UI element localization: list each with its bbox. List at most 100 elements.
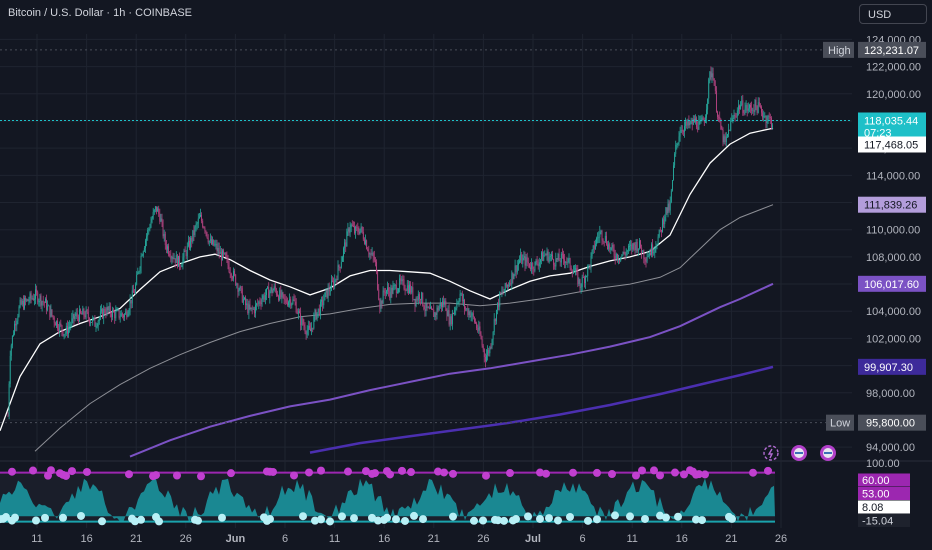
- candle-body: [128, 310, 130, 314]
- ma-price-value: 106,017.60: [864, 279, 919, 291]
- candle-body: [192, 230, 194, 242]
- candle-body: [281, 292, 283, 298]
- candle-body: [680, 130, 682, 133]
- candle-body: [50, 309, 52, 317]
- osc-dot: [692, 515, 700, 524]
- osc-dot: [374, 516, 382, 525]
- candle-body: [81, 313, 83, 315]
- osc-dot: [407, 468, 415, 477]
- candle-body: [475, 322, 476, 324]
- candle-body: [644, 258, 646, 262]
- indicator-badges[interactable]: [763, 445, 836, 461]
- candle-body: [575, 268, 577, 271]
- candle-body: [629, 245, 630, 247]
- candle-body: [684, 126, 685, 132]
- osc-dot: [98, 517, 106, 526]
- candle-body: [61, 325, 63, 331]
- candle-body: [508, 285, 509, 286]
- candle-body: [559, 260, 561, 263]
- osc-dot: [68, 467, 76, 476]
- lightning-icon[interactable]: [763, 445, 779, 461]
- candle-body: [533, 269, 535, 271]
- candle-body: [614, 255, 616, 260]
- time-tick-label: 16: [80, 533, 92, 545]
- candle-body: [174, 258, 176, 263]
- candle-body: [173, 258, 175, 260]
- candle-body: [269, 291, 271, 298]
- candle-body: [126, 311, 128, 317]
- candle-body: [247, 303, 249, 314]
- candle-body: [581, 277, 583, 287]
- candle-body: [405, 290, 407, 291]
- candle-body: [307, 325, 309, 331]
- candle-body: [714, 85, 716, 91]
- candle-body: [437, 307, 439, 311]
- candle-body: [734, 115, 736, 117]
- price-axis[interactable]: 124,000.00122,000.00120,000.00118,000.00…: [823, 34, 926, 528]
- candle-body: [743, 112, 745, 114]
- candle-body: [725, 136, 727, 142]
- candle-body: [194, 226, 196, 235]
- candle-body: [20, 299, 22, 305]
- candle-body: [694, 118, 695, 123]
- candle-body: [698, 121, 700, 130]
- candle-body: [767, 116, 769, 121]
- ema-200-line: [309, 365, 774, 454]
- candle-body: [527, 262, 529, 264]
- candle-body: [317, 308, 319, 313]
- candle-body: [167, 246, 168, 250]
- osc-dot: [290, 471, 298, 480]
- osc-dot: [494, 516, 502, 525]
- candle-body: [582, 277, 584, 278]
- candle-body: [10, 345, 12, 356]
- candle-body: [351, 224, 353, 226]
- ma-price-value: 111,839.26: [864, 200, 917, 212]
- candle-body: [538, 262, 540, 267]
- candle-body: [625, 251, 627, 256]
- candle-body: [35, 289, 36, 299]
- flag-badge-icon[interactable]: [820, 445, 836, 461]
- candle-body: [271, 287, 273, 293]
- flag-badge-icon[interactable]: [791, 445, 807, 461]
- ema-mid-line: [34, 204, 774, 452]
- candle-body: [562, 253, 563, 255]
- candle-body: [27, 299, 29, 302]
- candle-body: [402, 279, 404, 281]
- osc-dot: [608, 470, 616, 479]
- candle-body: [633, 243, 635, 246]
- candle-body: [488, 350, 490, 354]
- candle-body: [761, 106, 762, 113]
- price-tick-label: 94,000.00: [866, 442, 915, 454]
- time-axis[interactable]: 11 16 21 26 Jun 6 11 16 21 26 Jul 6 11 16 21 26: [31, 533, 787, 545]
- candle-body: [420, 299, 421, 301]
- ma-price-box: [858, 358, 926, 375]
- candle-body: [595, 243, 596, 249]
- candle-body: [494, 319, 496, 322]
- candle-body: [612, 244, 614, 250]
- candle-body: [481, 338, 483, 346]
- candle-body: [590, 256, 592, 268]
- candle-body: [657, 236, 659, 245]
- candle-body: [305, 331, 307, 335]
- candle-body: [763, 116, 765, 118]
- osc-dot: [401, 516, 409, 525]
- candle-body: [136, 274, 138, 285]
- candle-body: [556, 258, 558, 260]
- candle-body: [282, 292, 284, 295]
- candle-body: [632, 243, 634, 250]
- price-tick-label: 104,000.00: [866, 306, 921, 318]
- candle-body: [540, 259, 541, 263]
- candle-body: [156, 206, 157, 212]
- candle-body: [181, 265, 183, 267]
- low-label-box: [826, 414, 854, 431]
- candle-body: [141, 255, 143, 257]
- candle-body: [304, 326, 306, 332]
- candle-body: [398, 288, 399, 292]
- candle-body: [600, 230, 602, 232]
- candle-body: [392, 286, 394, 294]
- currency-button[interactable]: USD: [859, 4, 927, 24]
- osc-dot: [383, 513, 391, 522]
- osc-dot: [671, 468, 679, 477]
- candle-body: [49, 305, 51, 317]
